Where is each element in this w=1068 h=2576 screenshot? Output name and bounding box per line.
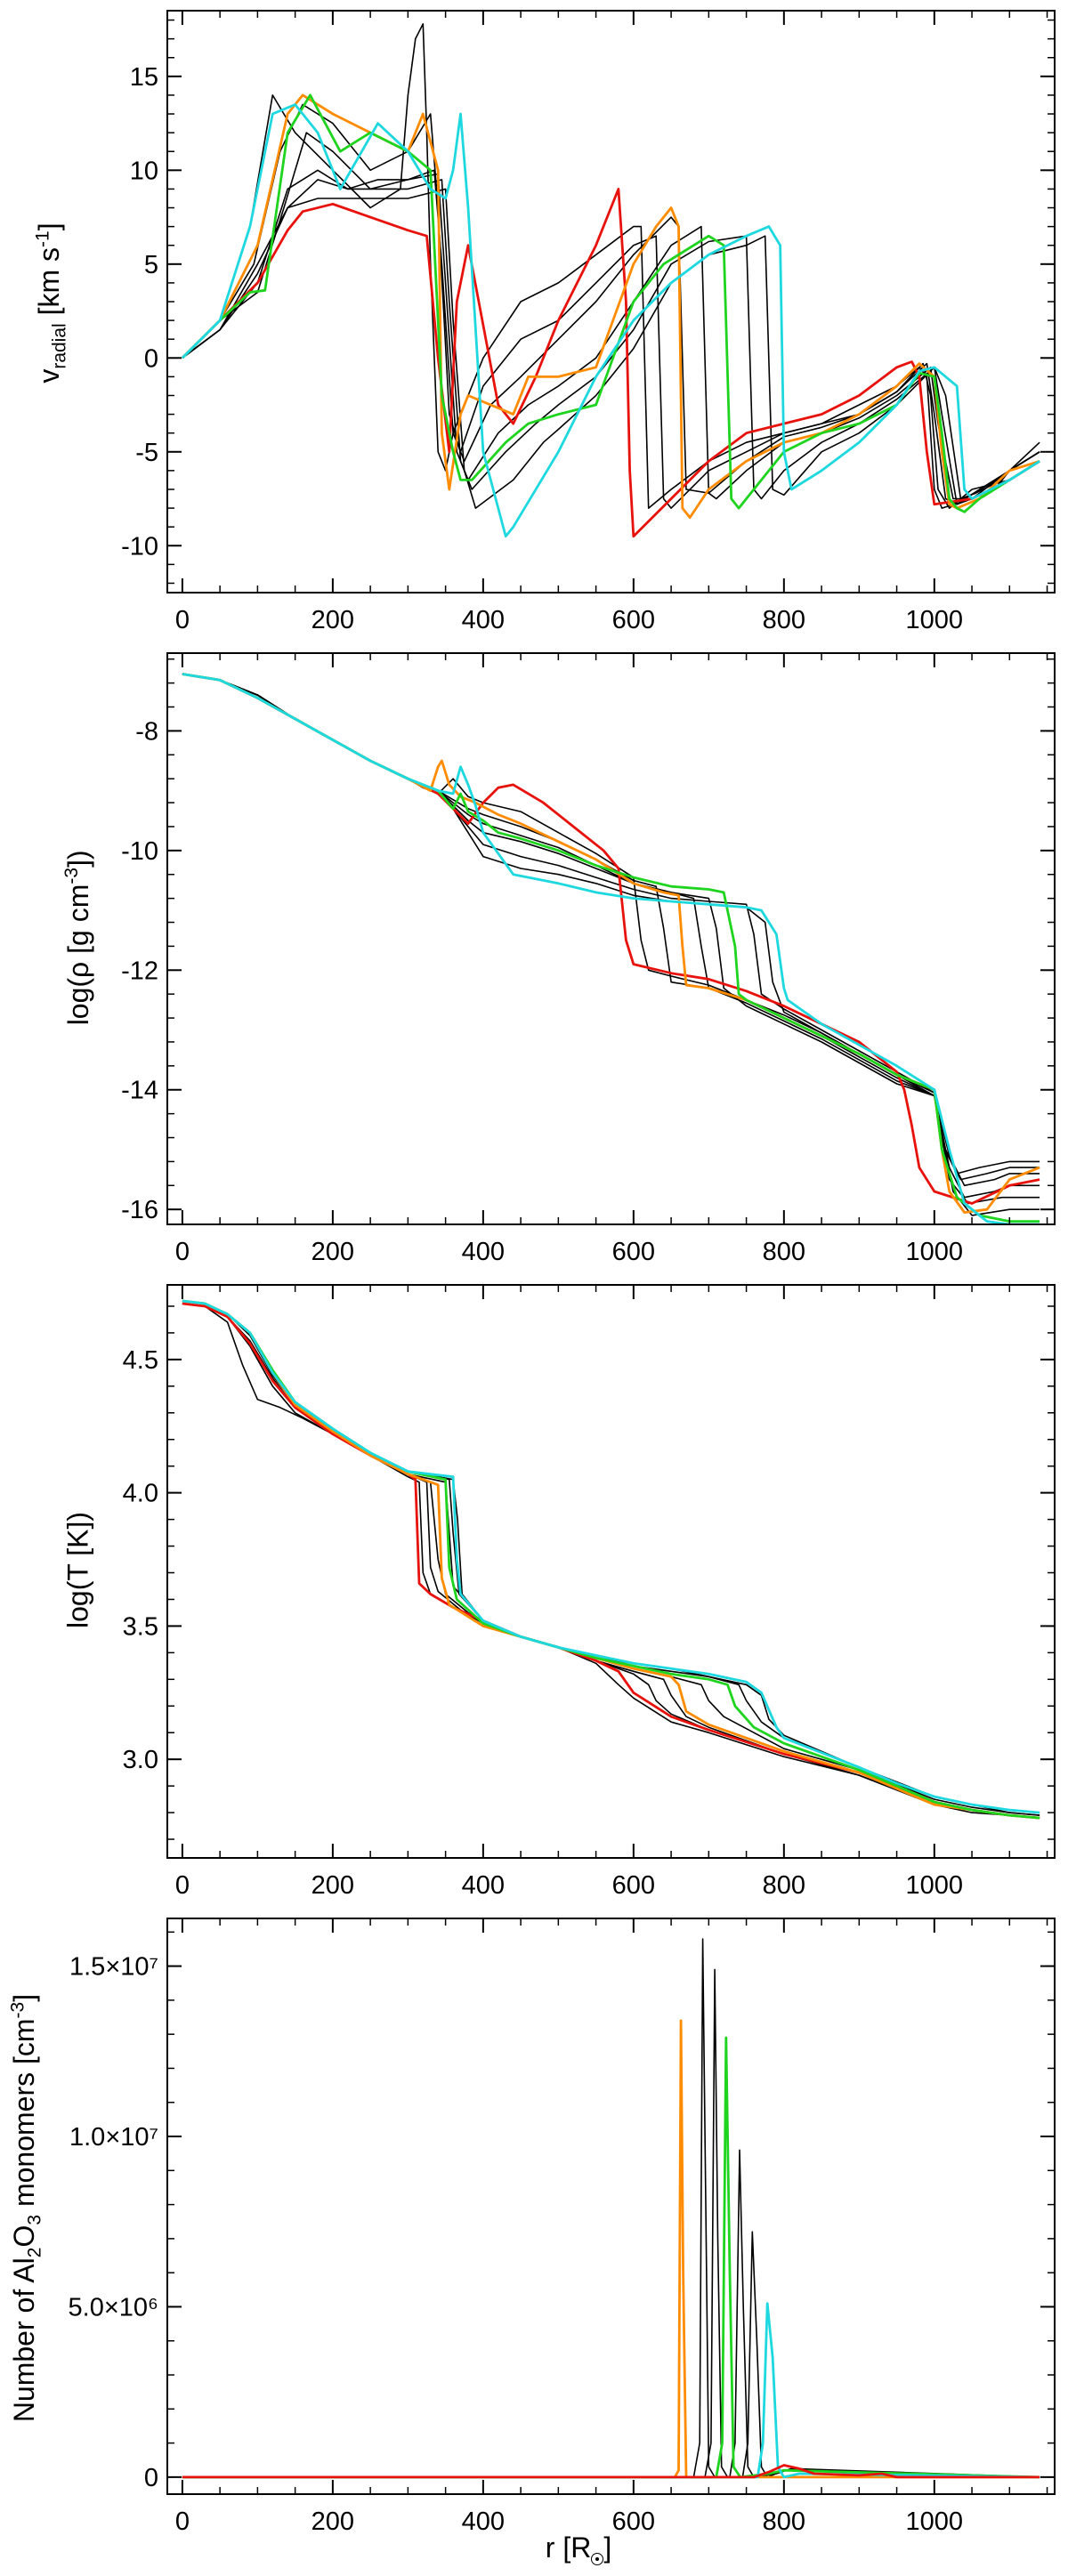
- sun-symbol-icon: [591, 2552, 604, 2565]
- series-line-cyan: [182, 2302, 1040, 2479]
- series-line-black-2: [182, 673, 1040, 1181]
- y-tick-label: 0: [144, 2464, 158, 2492]
- series-line-black-2: [182, 103, 1040, 509]
- y-tick-label: -16: [121, 1196, 158, 1224]
- y-tick-label: 5: [144, 251, 158, 279]
- series-line-red: [182, 1302, 1040, 1820]
- x-tick-label: 800: [763, 606, 805, 634]
- x-tick-label: 200: [312, 1871, 354, 1900]
- x-tick-label: 600: [612, 2507, 655, 2536]
- series-line-black-1: [182, 673, 1040, 1175]
- y-tick-label: 3.5: [123, 1612, 158, 1641]
- plot-frame: [166, 1284, 1056, 1859]
- series-group: [182, 673, 1040, 1224]
- x-tick-label: 1000: [906, 2507, 964, 2536]
- series-line-green: [182, 1299, 1040, 1820]
- y-tick-label: -5: [135, 439, 158, 467]
- series-line-black-3: [182, 132, 1040, 505]
- x-tick-label: 0: [175, 1871, 190, 1900]
- velocity-axis-label: vradial [km s-1]: [32, 222, 70, 384]
- series-line-black-2: [182, 1303, 1040, 1819]
- y-tick-label: 4.0: [123, 1480, 158, 1508]
- density-panel: 0 200 400 600 800 1000 -16 -14 -12 -10 -8: [121, 652, 1056, 1266]
- y-tick-label: -12: [121, 957, 158, 985]
- temperature-axis-label: log(T [K]): [61, 1512, 94, 1628]
- series-line-black-1: [182, 1938, 1040, 2478]
- series-line-black-2: [182, 1968, 1040, 2478]
- plot-frame: [166, 1918, 1056, 2495]
- series-group: [181, 22, 1040, 538]
- series-line-black-6: [182, 673, 1040, 1216]
- x-tick-label: 800: [763, 1871, 805, 1900]
- series-line-cyan: [182, 673, 1040, 1224]
- x-tick-label: 400: [462, 1238, 505, 1266]
- series-line-black-3: [182, 1303, 1040, 1819]
- series-line-red: [182, 2464, 1040, 2479]
- series-line-black-5: [182, 1300, 1040, 1816]
- series-line-black-6: [182, 1300, 1040, 1813]
- monomers-axis-label: Number of Al2O3 monomers [cm-3]: [7, 1993, 45, 2422]
- x-tick-label: 1000: [906, 1871, 964, 1900]
- y-tick-label: 15: [130, 63, 158, 92]
- series-line-black-1: [182, 1303, 1040, 1819]
- series-line-black-4: [182, 1300, 1040, 1816]
- y-tick-label: -10: [121, 837, 158, 866]
- x-tick-label: 200: [312, 1238, 354, 1266]
- x-tick-label: 800: [763, 2507, 805, 2536]
- series-line-green: [182, 2036, 1040, 2479]
- x-tick-label: 1000: [906, 606, 964, 634]
- series-line-black-4: [182, 169, 1040, 500]
- series-line-black-4: [182, 2231, 1040, 2478]
- x-tick-label: 200: [312, 2507, 354, 2536]
- temperature-panel: 0 200 400 600 800 1000 3.0 3.5 4.0 4.5: [123, 1284, 1056, 1900]
- y-tick-label: 10: [130, 157, 158, 185]
- radius-axis-label: r [R]: [545, 2532, 612, 2565]
- x-tick-label: 0: [175, 606, 190, 634]
- y-tick-label: 1.0×10⁷: [69, 2123, 158, 2152]
- series-line-orange: [182, 673, 1040, 1214]
- series-line-red: [182, 673, 1040, 1205]
- density-axis-label: log(ρ [g cm-3]): [61, 850, 94, 1026]
- y-tick-label: 1.5×10⁷: [69, 1953, 158, 1982]
- y-tick-label: -10: [121, 532, 158, 561]
- series-line-black-6: [182, 188, 1040, 509]
- series-line-orange: [182, 1299, 1040, 1820]
- x-tick-label: 400: [462, 606, 505, 634]
- y-tick-label: 5.0×10⁶: [69, 2293, 158, 2322]
- series-group: [182, 1938, 1040, 2479]
- series-group: [182, 1299, 1040, 1820]
- series-line-orange: [181, 93, 1040, 519]
- x-tick-label: 400: [462, 1871, 505, 1900]
- velocity-panel: 0 200 400 600 800 1000 -10 -5 0 5 10 15: [121, 10, 1056, 634]
- x-tick-label: 0: [175, 2507, 190, 2536]
- x-tick-label: 600: [612, 606, 655, 634]
- x-tick-label: 0: [175, 1238, 190, 1266]
- y-tick-label: 4.5: [123, 1346, 158, 1375]
- series-line-black-3: [182, 2149, 1040, 2478]
- series-line-cyan: [182, 1299, 1040, 1814]
- plot-frame: [166, 652, 1056, 1225]
- y-tick-label: -14: [121, 1077, 158, 1105]
- x-tick-label: 1000: [906, 1238, 964, 1266]
- y-tick-label: 3.0: [123, 1746, 158, 1774]
- y-tick-label: -8: [135, 717, 158, 746]
- y-tick-label: 0: [144, 344, 158, 373]
- series-line-cyan: [181, 103, 1040, 538]
- series-line-red: [181, 187, 1040, 538]
- series-line-black-5: [182, 179, 1040, 505]
- series-line-green: [182, 673, 1040, 1223]
- x-tick-label: 600: [612, 1238, 655, 1266]
- series-line-orange: [182, 2019, 1040, 2479]
- x-tick-label: 400: [462, 2507, 505, 2536]
- x-tick-label: 800: [763, 1238, 805, 1266]
- x-tick-label: 200: [312, 606, 354, 634]
- monomers-panel: 0 200 400 600 800 1000 0 5.0×10⁶ 1.0×10⁷ 1.5×10⁷: [69, 1918, 1056, 2536]
- x-tick-label: 600: [612, 1871, 655, 1900]
- series-line-black-3: [182, 673, 1040, 1187]
- series-line-green: [181, 93, 1040, 513]
